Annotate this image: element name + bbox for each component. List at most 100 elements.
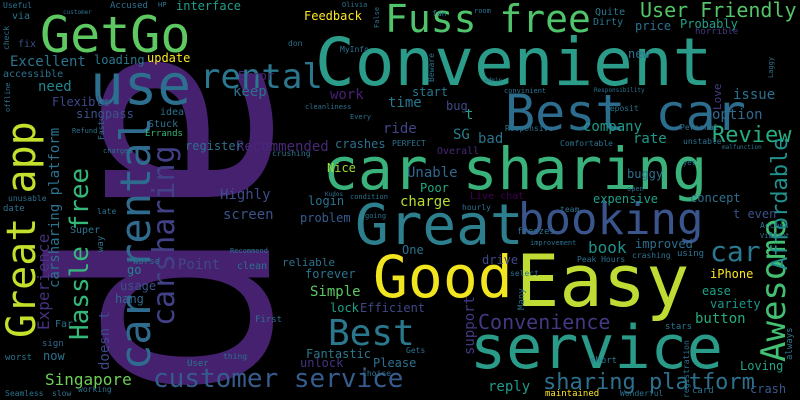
word-start: start	[412, 85, 449, 99]
word-thing: thing	[223, 352, 248, 361]
word-unstable: unstable	[683, 137, 722, 146]
word-overall: Overall	[437, 146, 480, 157]
word-unusable: unusable	[8, 194, 47, 203]
word-malfunction: malfunction	[722, 144, 762, 151]
word-one: One	[402, 243, 424, 257]
word-date: date	[3, 204, 25, 214]
word-working: working	[78, 385, 112, 394]
word-room: room	[474, 7, 491, 15]
word-beware: Beware	[427, 53, 436, 82]
word-register: register	[185, 139, 243, 153]
word-responsive: Responsive	[505, 124, 554, 133]
word-work: work	[330, 87, 364, 103]
word-car-sharing: car sharing	[323, 135, 708, 203]
word-many: Many	[517, 288, 527, 310]
word-ride: ride	[383, 121, 417, 137]
word-concept: concept	[690, 191, 741, 205]
word-hassle-free: Hassle free	[65, 167, 95, 340]
word-reply: reply	[488, 379, 531, 395]
word-kudos: Kudos	[325, 191, 344, 198]
word-refund: Refund	[72, 127, 98, 135]
word-improved: improved	[635, 237, 693, 251]
word-excellent: Excellent	[10, 54, 86, 70]
word-review: Review	[712, 123, 792, 148]
word-offline: offline	[4, 82, 12, 112]
word-loading: loading	[94, 53, 145, 67]
word-idea: idea	[160, 107, 185, 118]
word-variety: variety	[710, 297, 761, 311]
word-fuss-free: Fuss free	[385, 0, 591, 41]
word-buggy: buggy	[627, 167, 664, 181]
word-rate: rate	[633, 131, 667, 147]
word-time: time	[388, 95, 422, 111]
word-now: now	[43, 349, 65, 363]
word-super: Super	[70, 225, 101, 236]
word-first: First	[255, 315, 283, 325]
word-user-friendly: User Friendly	[640, 0, 797, 22]
word-personal: Personal	[680, 123, 719, 132]
word-check: check	[2, 25, 11, 50]
word-comfortable: Comfortable	[560, 139, 613, 148]
word-errands: Errands	[145, 129, 183, 139]
word-t-even: t even	[733, 207, 777, 221]
word-deposit: Deposit	[605, 104, 639, 113]
word-perfect: PERFECT	[392, 139, 426, 148]
word-always: always	[785, 327, 795, 360]
word-recommend: Recommend	[230, 247, 268, 255]
word-carsharing: carsharing	[147, 145, 182, 326]
word-ease: ease	[702, 284, 731, 298]
word-sharing-platform: sharing platform	[543, 370, 755, 395]
word-myinfo: MyInfo	[340, 45, 369, 54]
word-bad: bad	[478, 131, 504, 147]
word-t: t	[465, 107, 474, 123]
word-going: going	[365, 212, 387, 220]
word-open: open	[627, 185, 644, 193]
word-best-car: Best car	[505, 84, 746, 142]
word-accessible: accessible	[3, 69, 64, 80]
word-way: way	[96, 235, 106, 252]
word-poor: Poor	[420, 181, 449, 195]
word-peak-hours: Peak Hours	[577, 255, 626, 264]
word-go: go	[127, 263, 142, 277]
word-support: support	[462, 295, 478, 355]
word-false: False	[373, 6, 381, 28]
word-clean: clean	[237, 261, 268, 272]
word-issue: issue	[733, 87, 776, 103]
word-efficient: Efficient	[360, 301, 426, 315]
word-convenience: Convenience	[478, 310, 611, 334]
word-expensive: expensive	[593, 192, 659, 206]
word-company: company	[583, 119, 643, 135]
word-stuck: Stuck	[148, 119, 179, 130]
word-admin: admin	[484, 77, 503, 84]
word-team: team	[560, 205, 580, 214]
word-don: don	[288, 39, 303, 48]
word-quite: Quite	[595, 7, 626, 18]
word-love: Love	[711, 83, 724, 111]
word-drive: drive	[482, 253, 519, 267]
word-yet: yet	[683, 159, 696, 167]
word-service: service	[470, 313, 723, 383]
word-dirty: Dirty	[593, 17, 624, 28]
word-short: short	[590, 356, 618, 366]
word-convinient: convinient	[504, 87, 547, 95]
word-carsharing-platform: carsharing platform	[47, 127, 63, 288]
word-best: Best	[328, 313, 415, 354]
word-unlock: unlock	[300, 356, 344, 370]
word-problem: problem	[300, 211, 351, 225]
word-nice: Nice	[327, 161, 356, 175]
word-hp: HP	[158, 1, 167, 9]
word-crushing: crushing	[272, 149, 311, 158]
word-sg: SG	[453, 127, 470, 143]
word-responsibility: Responsibility	[594, 87, 645, 94]
word-rental: rental	[200, 57, 323, 97]
word-vibrant: Vibrant	[760, 232, 790, 240]
word-recommended: Recommended	[236, 139, 329, 155]
word-forever: forever	[305, 267, 356, 281]
word-improvement: improvement	[530, 239, 577, 247]
word-lock: lock	[330, 301, 359, 315]
word-usage: usage	[120, 279, 157, 293]
word-unable: Unable	[407, 165, 458, 181]
word-gets: Gets	[406, 346, 426, 355]
word-fantastic: Fantastic	[306, 347, 372, 361]
